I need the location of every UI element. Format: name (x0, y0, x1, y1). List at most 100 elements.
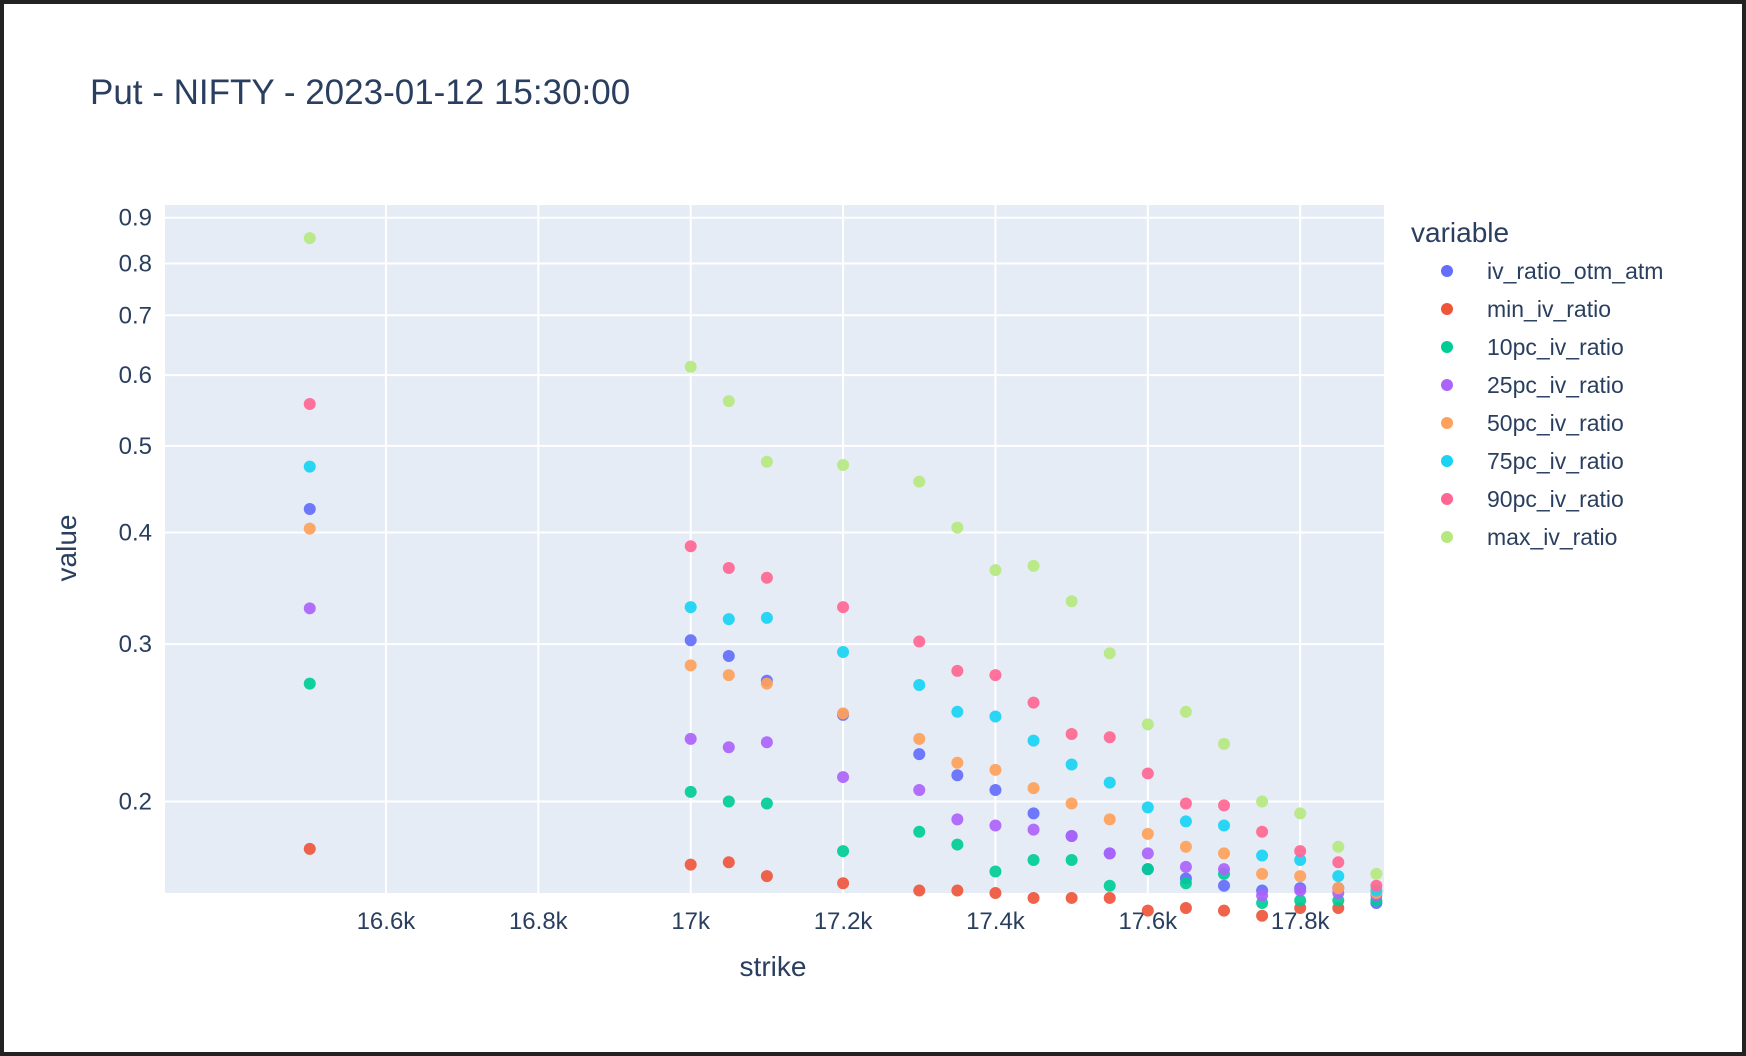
data-point (1294, 884, 1307, 897)
legend-title: variable (1411, 217, 1509, 248)
legend-items[interactable]: iv_ratio_otm_atm min_iv_ratio 10pc_iv_rati… (1441, 258, 1663, 550)
data-point (684, 634, 697, 647)
data-point (1370, 879, 1383, 892)
plot-area (165, 205, 1384, 893)
data-point (1065, 727, 1078, 740)
legend-label: max_iv_ratio (1487, 524, 1617, 550)
data-point (1027, 807, 1040, 820)
data-point (1027, 854, 1040, 867)
data-point (951, 838, 964, 851)
data-point (989, 669, 1002, 682)
data-point (837, 707, 850, 720)
y-axis-label: value (51, 515, 82, 582)
legend-item-min_iv_ratio[interactable]: min_iv_ratio (1441, 296, 1611, 322)
data-point (1141, 801, 1154, 814)
data-point (1103, 776, 1116, 789)
data-point (1294, 870, 1307, 883)
data-points (303, 232, 1383, 922)
legend-label: 75pc_iv_ratio (1487, 448, 1624, 474)
legend-item-max_iv_ratio[interactable]: max_iv_ratio (1441, 524, 1617, 550)
data-point (1103, 891, 1116, 904)
data-point (1141, 718, 1154, 731)
data-point (684, 601, 697, 614)
data-point (1065, 797, 1078, 810)
data-point (1065, 758, 1078, 771)
data-point (684, 659, 697, 672)
data-point (1065, 829, 1078, 842)
data-point (722, 395, 735, 408)
legend-marker (1441, 303, 1453, 315)
data-point (760, 736, 773, 749)
data-point (1065, 854, 1078, 867)
data-point (913, 635, 926, 648)
data-point (1332, 882, 1345, 895)
data-point (1027, 823, 1040, 836)
legend-label: 25pc_iv_ratio (1487, 372, 1624, 398)
data-point (722, 741, 735, 754)
x-tick-label: 16.6k (357, 908, 417, 935)
data-point (1294, 854, 1307, 867)
data-point (1027, 734, 1040, 747)
data-point (1179, 877, 1192, 890)
series-min_iv_ratio (303, 842, 1345, 922)
data-point (722, 562, 735, 575)
legend-item-90pc_iv_ratio[interactable]: 90pc_iv_ratio (1441, 486, 1624, 512)
legend-marker (1441, 531, 1453, 543)
data-point (1103, 879, 1116, 892)
data-point (1218, 863, 1231, 876)
data-point (1332, 856, 1345, 869)
data-point (760, 870, 773, 883)
data-point (989, 784, 1002, 797)
data-point (1256, 909, 1269, 922)
legend-marker (1441, 265, 1453, 277)
data-point (1141, 863, 1154, 876)
data-point (1141, 827, 1154, 840)
data-point (1332, 870, 1345, 883)
data-point (1256, 825, 1269, 838)
data-point (1218, 799, 1231, 812)
data-point (684, 858, 697, 871)
chart-title: Put - NIFTY - 2023-01-12 15:30:00 (90, 73, 630, 112)
legend-marker (1441, 341, 1453, 353)
data-point (303, 522, 316, 535)
legend-item-25pc_iv_ratio[interactable]: 25pc_iv_ratio (1441, 372, 1624, 398)
data-point (303, 602, 316, 615)
data-point (1179, 840, 1192, 853)
x-tick-label: 17k (671, 908, 711, 935)
legend-marker (1441, 379, 1453, 391)
x-tick-label: 17.2k (814, 908, 874, 935)
data-point (1103, 813, 1116, 826)
data-point (1294, 845, 1307, 858)
series-25pc_iv_ratio (303, 602, 1383, 902)
data-point (1256, 867, 1269, 880)
data-point (1294, 807, 1307, 820)
data-point (1027, 559, 1040, 572)
legend-item-iv_ratio_otm_atm[interactable]: iv_ratio_otm_atm (1441, 258, 1663, 284)
data-point (837, 458, 850, 471)
data-point (1256, 889, 1269, 902)
legend-label: iv_ratio_otm_atm (1487, 258, 1663, 284)
legend-marker (1441, 493, 1453, 505)
data-point (1370, 867, 1383, 880)
legend-item-50pc_iv_ratio[interactable]: 50pc_iv_ratio (1441, 410, 1624, 436)
data-point (1218, 819, 1231, 832)
y-tick-label: 0.9 (119, 205, 152, 232)
legend-item-10pc_iv_ratio[interactable]: 10pc_iv_ratio (1441, 334, 1624, 360)
data-point (303, 842, 316, 855)
data-point (722, 856, 735, 869)
data-point (913, 884, 926, 897)
legend-item-75pc_iv_ratio[interactable]: 75pc_iv_ratio (1441, 448, 1624, 474)
legend-label: 90pc_iv_ratio (1487, 486, 1624, 512)
data-point (1103, 731, 1116, 744)
data-point (1256, 849, 1269, 862)
data-point (1218, 737, 1231, 750)
data-point (760, 455, 773, 468)
data-point (951, 664, 964, 677)
legend-marker (1441, 455, 1453, 467)
data-point (684, 732, 697, 745)
legend[interactable]: variable iv_ratio_otm_atm min_iv_ratio 10p… (1411, 217, 1663, 550)
data-point (913, 679, 926, 692)
x-axis-label: strike (740, 951, 807, 982)
legend-label: 50pc_iv_ratio (1487, 410, 1624, 436)
data-point (951, 813, 964, 826)
